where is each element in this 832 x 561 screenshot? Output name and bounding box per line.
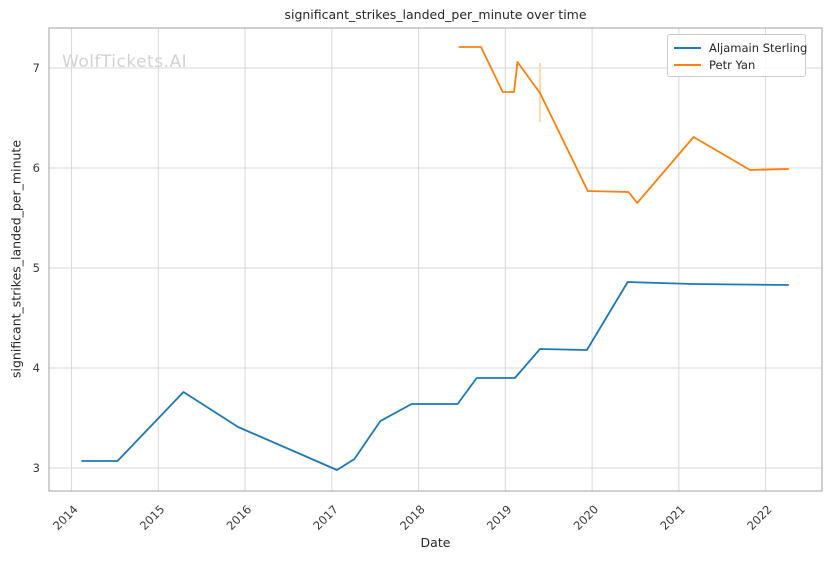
y-tick-label: 5 (33, 261, 40, 275)
y-tick-label: 4 (33, 361, 40, 375)
legend-item-petr-yan: Petr Yan (674, 57, 799, 75)
x-tick-label: 2019 (484, 502, 515, 533)
x-tick-label: 2022 (744, 502, 775, 533)
x-tick-label: 2017 (310, 502, 341, 533)
x-tick-label: 2016 (224, 502, 255, 533)
legend-item-aljamain-sterling: Aljamain Sterling (674, 39, 807, 57)
x-tick-label: 2014 (50, 502, 81, 533)
legend: Aljamain Sterling Petr Yan (667, 34, 807, 77)
y-tick-label: 3 (33, 461, 40, 475)
y-tick-label: 7 (33, 61, 40, 75)
x-tick-label: 2021 (657, 502, 688, 533)
x-tick-label: 2015 (137, 502, 168, 533)
legend-label: Aljamain Sterling (709, 40, 808, 55)
watermark-text: WolfTickets.AI (62, 52, 188, 72)
y-tick-label: 6 (33, 161, 40, 175)
series-line-aljamain-sterling (81, 281, 790, 471)
y-axis-label: significant_strikes_landed_per_minute (8, 139, 24, 379)
legend-label: Petr Yan (709, 58, 756, 73)
legend-line-sample-orange (674, 64, 701, 67)
plot-border (48, 27, 823, 492)
x-tick-label: 2020 (571, 502, 602, 533)
x-axis-label: Date (420, 535, 451, 550)
x-tick-label: 2018 (397, 502, 428, 533)
series-line-petr-yan (458, 46, 790, 204)
legend-line-sample-blue (674, 46, 701, 49)
chart-title: significant_strikes_landed_per_minute ov… (284, 7, 587, 22)
